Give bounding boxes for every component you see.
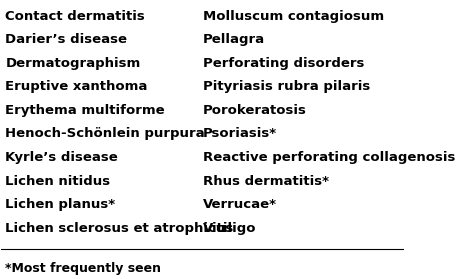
Text: Erythema multiforme: Erythema multiforme [5, 104, 165, 117]
Text: Porokeratosis: Porokeratosis [203, 104, 307, 117]
Text: Darier’s disease: Darier’s disease [5, 33, 128, 46]
Text: Lichen planus*: Lichen planus* [5, 198, 116, 211]
Text: Pellagra: Pellagra [203, 33, 265, 46]
Text: Dermatographism: Dermatographism [5, 57, 141, 70]
Text: Lichen nitidus: Lichen nitidus [5, 175, 110, 187]
Text: Reactive perforating collagenosis: Reactive perforating collagenosis [203, 151, 455, 164]
Text: Verrucae*: Verrucae* [203, 198, 277, 211]
Text: *Most frequently seen: *Most frequently seen [5, 262, 162, 275]
Text: Lichen sclerosus et atrophicus: Lichen sclerosus et atrophicus [5, 222, 234, 235]
Text: Rhus dermatitis*: Rhus dermatitis* [203, 175, 328, 187]
Text: Eruptive xanthoma: Eruptive xanthoma [5, 80, 148, 93]
Text: Perforating disorders: Perforating disorders [203, 57, 364, 70]
Text: Contact dermatitis: Contact dermatitis [5, 9, 145, 23]
Text: Henoch-Schönlein purpura: Henoch-Schönlein purpura [5, 128, 205, 140]
Text: Molluscum contagiosum: Molluscum contagiosum [203, 9, 384, 23]
Text: Pityriasis rubra pilaris: Pityriasis rubra pilaris [203, 80, 370, 93]
Text: Vitiligo: Vitiligo [203, 222, 256, 235]
Text: Kyrle’s disease: Kyrle’s disease [5, 151, 118, 164]
Text: Psoriasis*: Psoriasis* [203, 128, 277, 140]
